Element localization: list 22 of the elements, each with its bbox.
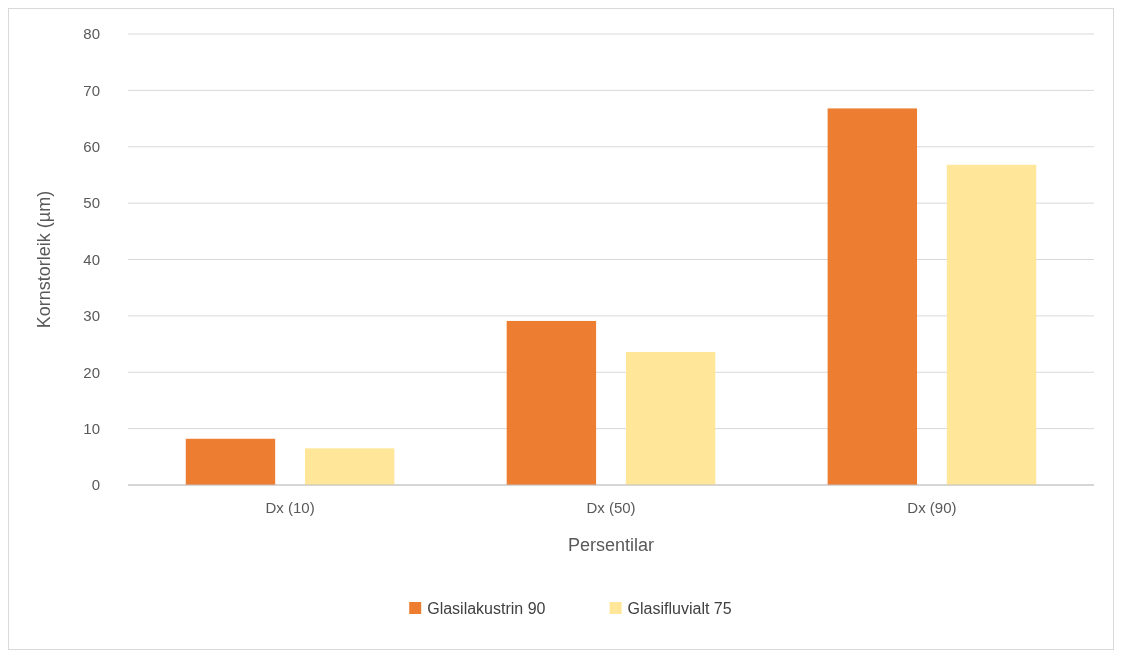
x-tick-label: Dx (90) bbox=[907, 499, 957, 516]
y-axis-title: Kornstorleik (µm) bbox=[34, 190, 54, 329]
bar bbox=[304, 448, 395, 485]
x-axis-title: Persentilar bbox=[567, 535, 655, 555]
y-tick-label: 30 bbox=[83, 307, 100, 325]
x-tick-label: Dx (10) bbox=[265, 499, 315, 516]
y-tick-label: 20 bbox=[83, 363, 100, 381]
bar bbox=[946, 164, 1037, 485]
bar bbox=[506, 320, 597, 485]
x-tick-label: Dx (50) bbox=[586, 499, 636, 516]
y-tick-label: 40 bbox=[83, 250, 100, 268]
legend-label: Glasilakustrin 90 bbox=[427, 599, 546, 617]
legend-label: Glasifluvialt 75 bbox=[627, 599, 732, 617]
y-tick-label: 50 bbox=[83, 194, 100, 212]
bar bbox=[185, 438, 276, 485]
y-tick-label: 10 bbox=[83, 419, 100, 437]
y-tick-label: 60 bbox=[83, 138, 100, 155]
bar bbox=[625, 351, 716, 485]
bar bbox=[827, 108, 918, 485]
y-tick-label: 0 bbox=[91, 476, 100, 494]
y-tick-label: 70 bbox=[83, 81, 100, 99]
y-tick-label: 80 bbox=[83, 25, 100, 43]
